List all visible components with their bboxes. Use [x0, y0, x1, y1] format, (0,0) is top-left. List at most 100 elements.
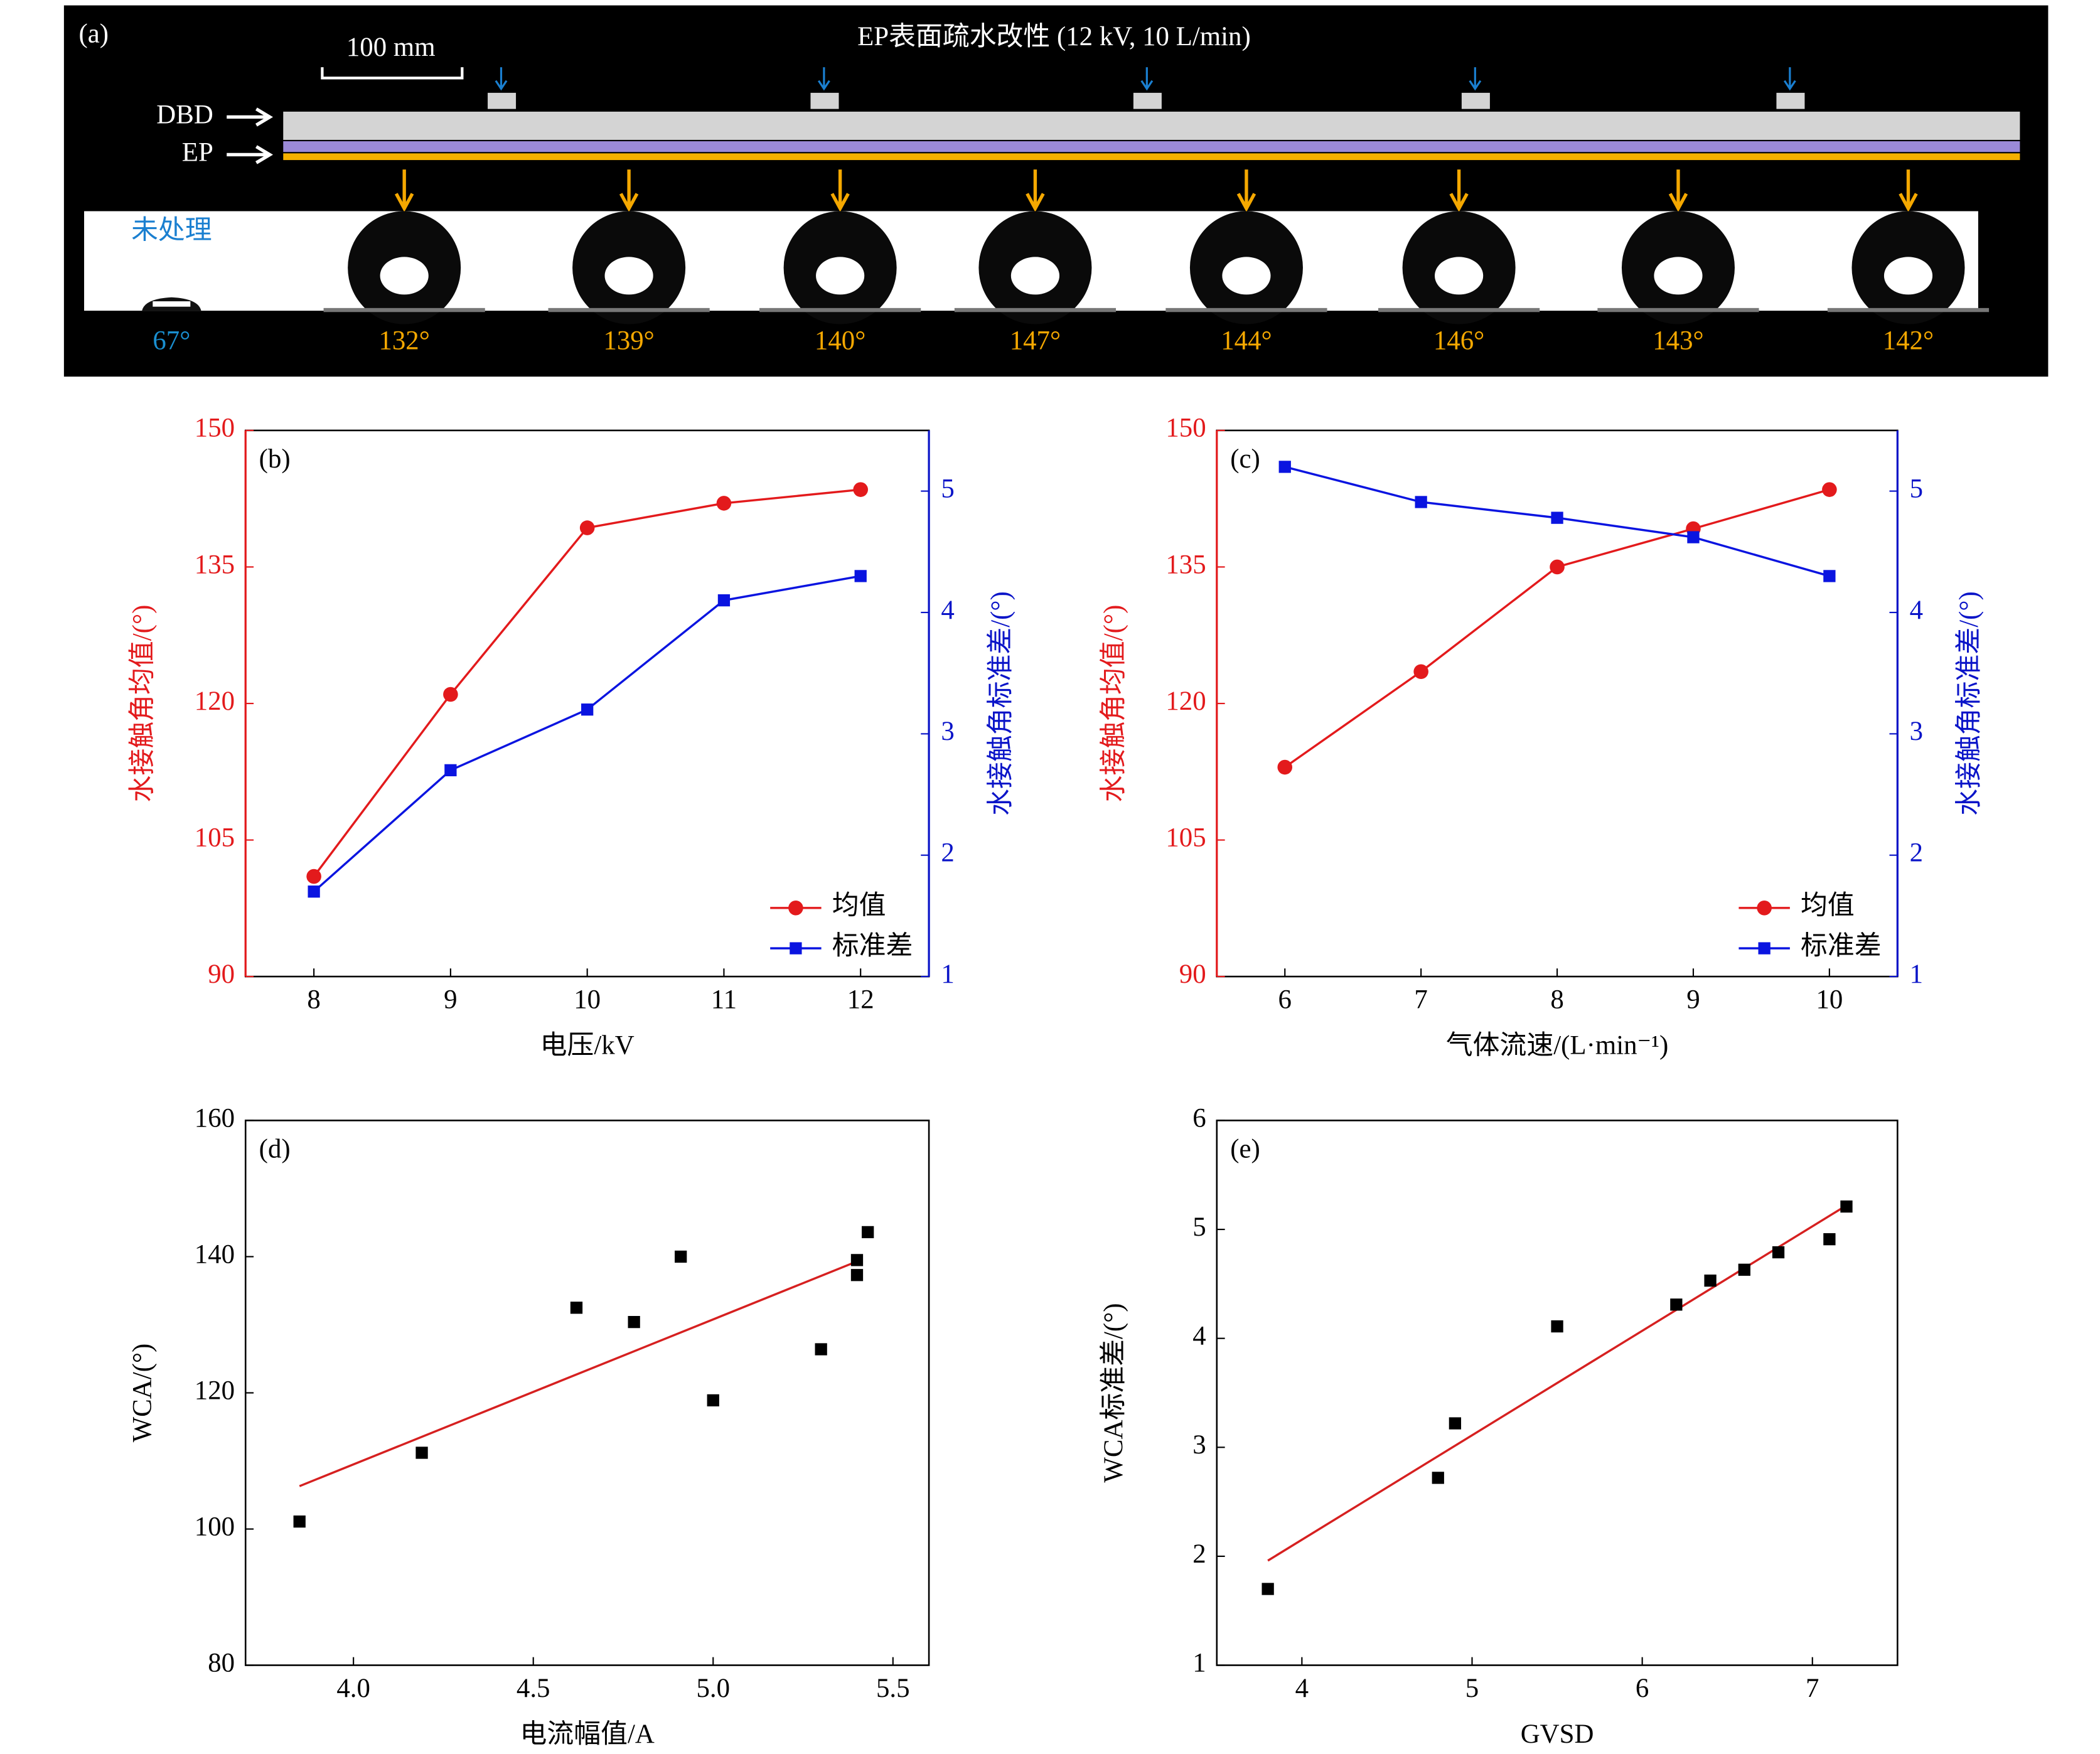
x-tick-label: 7: [1414, 985, 1427, 1015]
drop-arrow: [394, 169, 414, 212]
baseline: [759, 307, 921, 313]
y2-tick-label: 4: [941, 596, 954, 625]
data-point: [293, 1515, 306, 1528]
data-point: [1772, 1246, 1785, 1259]
data-point: [579, 520, 595, 535]
plot-frame: [1216, 1120, 1899, 1666]
y-tick-label: 5: [1192, 1212, 1206, 1242]
x-axis-label: 气体流速/(L·min⁻¹): [1446, 1031, 1669, 1061]
y2-tick-label: 5: [941, 474, 954, 503]
y2-tick-label: 5: [1910, 474, 1923, 503]
baseline: [1378, 307, 1540, 313]
contact-angle-label: 143°: [1653, 326, 1703, 355]
data-point: [716, 496, 732, 511]
electrode: [1133, 92, 1162, 109]
data-point: [443, 687, 458, 702]
x-tick-label: 5: [1465, 1674, 1479, 1703]
drop-arrow: [619, 169, 639, 212]
panel-label: (a): [78, 19, 109, 49]
y2-axis-label: 水接触角标准差/(°): [1954, 591, 1984, 816]
data-point: [1840, 1200, 1853, 1213]
scale-bar: [321, 67, 464, 80]
drop-arrow: [1668, 169, 1688, 212]
droplet-highlight: [1435, 257, 1484, 295]
y-tick-label: 150: [195, 414, 235, 443]
data-point: [1551, 511, 1563, 524]
data-point: [1278, 461, 1291, 473]
x-tick-label: 5.0: [696, 1674, 730, 1703]
chart: 4 5 6 7 1 2 3 4 5 6 (e) GVSD WCA标准差/(°): [1099, 1103, 1899, 1749]
data-point: [1432, 1472, 1444, 1484]
baseline: [1165, 307, 1327, 313]
y-tick-label: 4: [1192, 1322, 1206, 1351]
x-tick-label: 12: [847, 985, 874, 1015]
data-point: [1670, 1298, 1683, 1311]
y-tick-label: 120: [195, 1376, 235, 1405]
y2-tick-label: 1: [1910, 960, 1923, 989]
y-tick-label: 3: [1192, 1430, 1206, 1460]
plot-frame: [244, 429, 930, 978]
data-point: [850, 1269, 864, 1281]
contact-angle-label: 140°: [815, 326, 865, 355]
dbd-electrode: [283, 111, 2020, 140]
droplet-highlight: [1010, 257, 1060, 295]
y-tick-label: 150: [1165, 414, 1206, 443]
data-point: [707, 1394, 719, 1407]
legend-marker: [788, 901, 803, 916]
ep-layer: [283, 153, 2020, 161]
electrode-arrow: [817, 67, 830, 91]
y-tick-label: 160: [195, 1103, 235, 1133]
electrode: [810, 92, 839, 109]
legend-marker: [790, 942, 802, 955]
baseline: [954, 307, 1117, 313]
data-point: [853, 482, 868, 497]
y-tick-label: 100: [195, 1512, 235, 1541]
contact-angle-label: 146°: [1433, 326, 1484, 355]
x-tick-label: 4.5: [517, 1674, 550, 1703]
data-point: [306, 869, 321, 884]
scale-bar-label: 100 mm: [346, 33, 436, 62]
panel-label: (b): [259, 444, 291, 474]
panel-label: (e): [1230, 1135, 1260, 1164]
contact-angle-label: 67°: [153, 326, 190, 355]
y-axis-label: 水接触角均值/(°): [1099, 605, 1128, 803]
x-tick-label: 8: [1550, 985, 1563, 1015]
chart: 8 9 10 11 129010512013515012345(b)电压/kV水接触角均…: [127, 414, 1015, 1061]
data-point: [444, 764, 457, 777]
y-tick-label: 120: [195, 687, 235, 716]
droplet-highlight: [380, 257, 429, 295]
data-point: [862, 1226, 874, 1239]
legend-label: 均值: [832, 891, 886, 921]
electrode: [1776, 92, 1805, 109]
y-tick-label: 2: [1192, 1539, 1206, 1569]
data-point: [308, 885, 320, 898]
series-line: [1284, 488, 1830, 768]
y-tick-label: 105: [1165, 823, 1206, 852]
x-axis-label: GVSD: [1521, 1719, 1594, 1749]
y-tick-label: 105: [195, 823, 235, 852]
contact-angle-label: 132°: [378, 326, 429, 355]
y-tick-label: 90: [1179, 960, 1206, 989]
fit-line: [1267, 1204, 1847, 1562]
data-point: [1704, 1275, 1717, 1287]
data-point: [1413, 664, 1428, 680]
data-point: [1738, 1263, 1750, 1276]
droplet-highlight: [153, 301, 191, 307]
data-point: [1822, 482, 1837, 497]
layer-label: DBD: [156, 100, 213, 129]
panel-a-graphics: 未处理 67° 132° 139° 140° 147° 144° 146° 143° 142°: [131, 67, 1990, 355]
y-tick-label: 135: [1165, 550, 1206, 579]
contact-angle-label: 142°: [1883, 326, 1934, 355]
data-point: [1823, 570, 1836, 582]
panel-a-title: EP表面疏水改性 (12 kV, 10 L/min): [857, 21, 1251, 51]
x-axis-label: 电流幅值/A: [520, 1719, 655, 1749]
x-tick-label: 6: [1636, 1674, 1649, 1703]
contact-angle-label: 144°: [1221, 326, 1272, 355]
data-point: [1277, 759, 1293, 775]
y-axis-label: 水接触角均值/(°): [127, 605, 157, 803]
x-tick-label: 11: [711, 985, 737, 1015]
panel-label: (d): [259, 1135, 291, 1164]
x-tick-label: 6: [1278, 985, 1292, 1015]
data-point: [850, 1254, 864, 1266]
electrode-arrow: [1469, 67, 1482, 91]
